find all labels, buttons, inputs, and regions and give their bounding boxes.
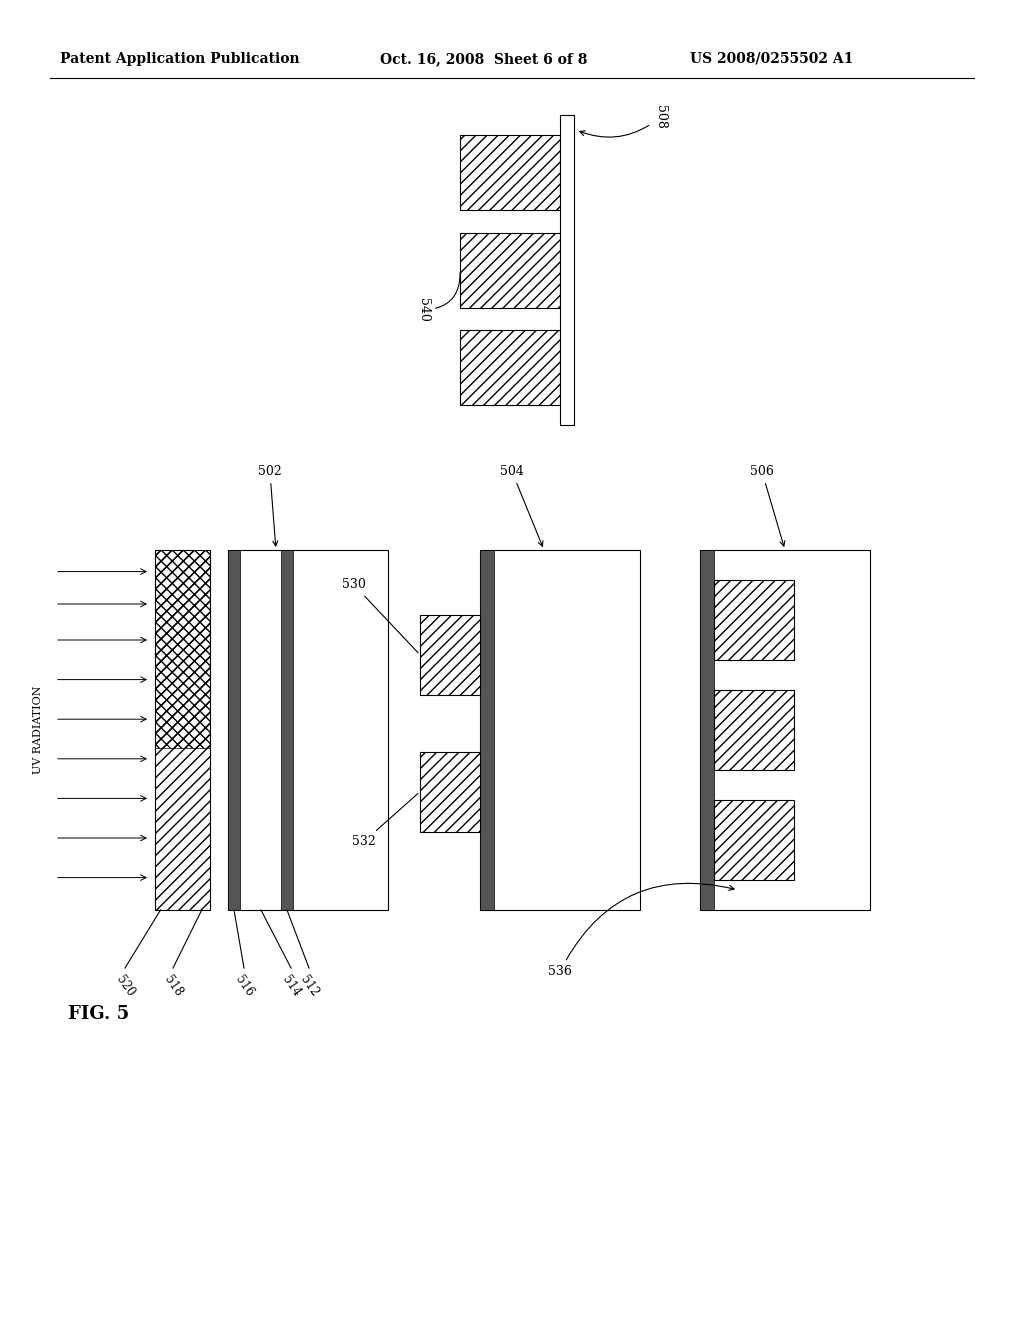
Bar (480, 550, 640, 909)
Text: 530: 530 (342, 578, 418, 653)
Text: FIG. 5: FIG. 5 (68, 1005, 129, 1023)
Text: 532: 532 (352, 793, 418, 849)
Bar (420, 751, 480, 832)
Text: Oct. 16, 2008  Sheet 6 of 8: Oct. 16, 2008 Sheet 6 of 8 (380, 51, 588, 66)
Text: 514: 514 (280, 973, 303, 999)
Text: 516: 516 (232, 973, 256, 999)
Bar (228, 550, 240, 909)
Text: 520: 520 (114, 973, 137, 999)
Bar (714, 800, 794, 880)
Text: 502: 502 (258, 465, 282, 546)
Bar (460, 234, 560, 308)
Bar (420, 615, 480, 694)
Bar (460, 135, 560, 210)
Text: Patent Application Publication: Patent Application Publication (60, 51, 300, 66)
Text: 512: 512 (297, 973, 321, 999)
Text: 508: 508 (580, 106, 667, 137)
Bar (155, 550, 210, 748)
Bar (281, 550, 293, 909)
Text: 518: 518 (162, 973, 184, 999)
Bar (155, 550, 210, 909)
Bar (480, 550, 494, 909)
Bar (460, 330, 560, 405)
Bar (560, 115, 574, 425)
Text: UV RADIATION: UV RADIATION (33, 686, 43, 775)
Bar (228, 550, 388, 909)
Bar (700, 550, 714, 909)
Text: 540: 540 (417, 273, 460, 322)
Text: 504: 504 (500, 465, 543, 546)
Text: US 2008/0255502 A1: US 2008/0255502 A1 (690, 51, 853, 66)
Bar (714, 579, 794, 660)
Text: 506: 506 (750, 465, 784, 546)
Bar (700, 550, 870, 909)
Text: 536: 536 (548, 883, 734, 978)
Bar (714, 690, 794, 770)
